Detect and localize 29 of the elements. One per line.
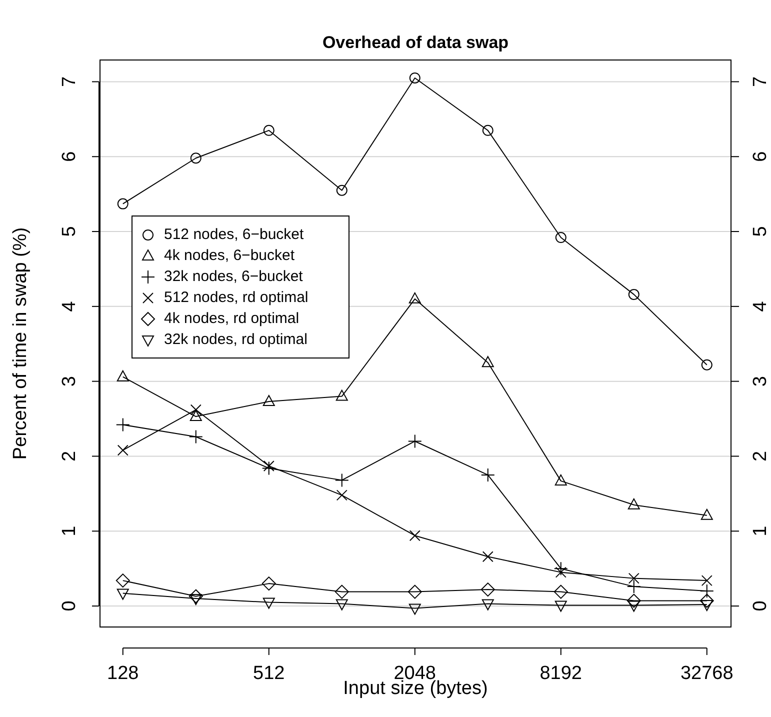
y2-tick-label: 5 [750, 226, 771, 237]
x-tick-label: 8192 [540, 663, 582, 684]
legend-label: 512 nodes, rd optimal [164, 288, 308, 306]
chart-title: Overhead of data swap [322, 33, 509, 52]
legend-label: 4k nodes, 6−bucket [164, 246, 296, 264]
y-tick-label: 4 [59, 300, 80, 312]
y-tick-label: 0 [59, 600, 80, 612]
y-tick-label: 6 [59, 151, 80, 162]
y2-tick-label: 1 [750, 526, 771, 536]
y2-tick-label: 0 [750, 600, 771, 612]
y2-tick-label: 7 [750, 76, 771, 88]
legend-label: 4k nodes, rd optimal [164, 310, 300, 327]
y-tick-label: 1 [59, 526, 80, 536]
y-tick-label: 2 [59, 450, 80, 462]
x-tick-label: 512 [253, 663, 285, 684]
y2-tick-label: 3 [750, 376, 771, 387]
y2-tick-label: 4 [750, 300, 771, 312]
x-tick-label: 128 [107, 663, 139, 684]
y-tick-label: 7 [59, 76, 80, 88]
y-axis-title: Percent of time in swap (%) [10, 227, 31, 460]
legend-label: 512 nodes, 6−bucket [164, 226, 305, 243]
x-axis-title: Input size (bytes) [343, 678, 488, 699]
x-tick-label: 32768 [680, 663, 734, 684]
legend-label: 32k nodes, rd optimal [164, 330, 308, 348]
y2-tick-label: 6 [750, 151, 771, 162]
legend-label: 32k nodes, 6−bucket [164, 268, 304, 285]
y2-tick-label: 2 [750, 450, 771, 462]
y-tick-label: 3 [59, 376, 80, 387]
y-tick-label: 5 [59, 226, 80, 237]
